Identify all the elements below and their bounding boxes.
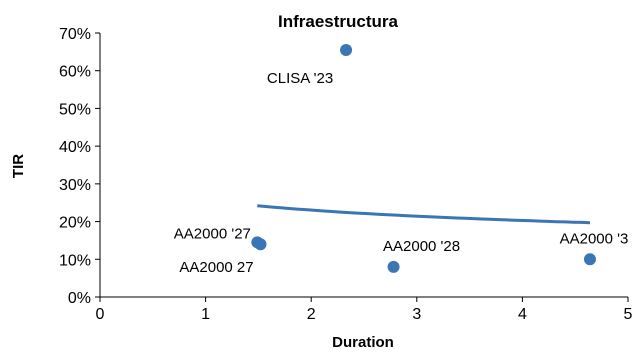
x-tick-label: 4: [518, 306, 527, 323]
data-point: [340, 43, 353, 56]
data-label: AA2000 '27: [174, 225, 251, 242]
y-tick-label: 60%: [59, 64, 91, 81]
tick-labels: 0 1 2 3 4 50%10%20%30%40%50%60%70%: [59, 26, 633, 323]
x-tick-label: 3: [412, 306, 421, 323]
y-axis-title: TIR: [10, 154, 27, 178]
x-tick-label: 1: [201, 306, 210, 323]
data-points: [251, 43, 596, 273]
data-point: [583, 253, 596, 266]
data-labels: CLISA '23 AA2000 '27 AA2000 27 AA2000 '28 AA…: [174, 70, 629, 276]
data-label: AA2000 '3: [560, 230, 629, 247]
y-tick-label: 30%: [59, 177, 91, 194]
x-tick-label: 2: [307, 306, 316, 323]
axes: [95, 32, 629, 302]
y-tick-label: 20%: [59, 215, 91, 232]
data-point: [387, 260, 400, 273]
trendline-group: [257, 204, 591, 225]
y-tick-label: 70%: [59, 26, 91, 43]
data-point: [254, 238, 267, 251]
y-tick-label: 10%: [59, 252, 91, 269]
trendline: [257, 204, 591, 225]
data-label: AA2000 27: [179, 259, 253, 276]
data-label: AA2000 '28: [383, 238, 460, 255]
y-tick-label: 40%: [59, 139, 91, 156]
data-label: CLISA '23: [267, 70, 333, 87]
y-tick-label: 50%: [59, 101, 91, 118]
y-tick-label: 0%: [68, 290, 91, 307]
chart-title: Infraestructura: [278, 12, 399, 31]
x-tick-label: 5: [624, 306, 633, 323]
x-tick-label: 0: [96, 306, 105, 323]
x-axis-title: Duration: [332, 334, 394, 351]
